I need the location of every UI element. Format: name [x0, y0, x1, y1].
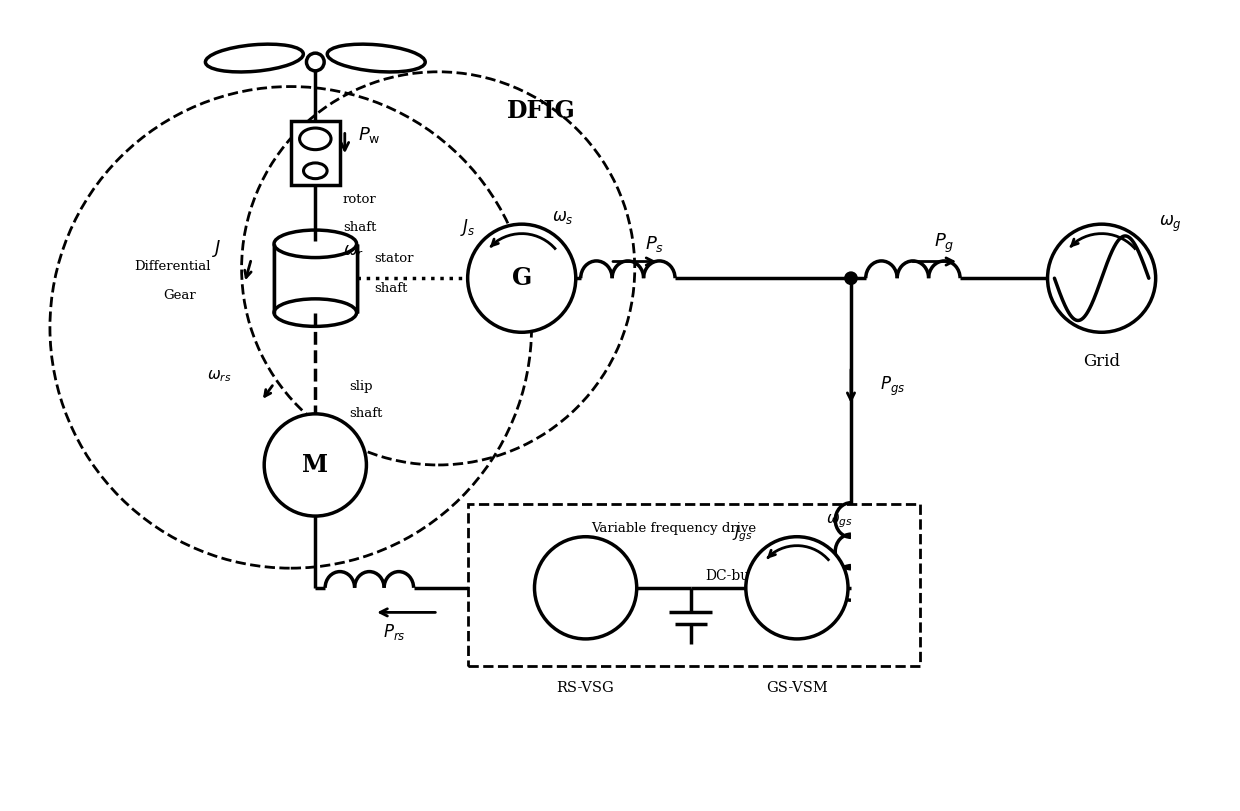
Text: G: G — [575, 576, 595, 600]
Circle shape — [534, 537, 636, 639]
Text: $\omega_g$: $\omega_g$ — [1159, 214, 1182, 234]
Text: $P_{rs}$: $P_{rs}$ — [383, 622, 405, 642]
Text: shaft: shaft — [350, 407, 383, 420]
Text: $P_{\rm w}$: $P_{\rm w}$ — [357, 125, 381, 145]
FancyBboxPatch shape — [467, 504, 920, 667]
Text: DFIG: DFIG — [507, 99, 575, 123]
Text: $\omega_{gs}$: $\omega_{gs}$ — [826, 513, 853, 530]
Circle shape — [467, 224, 575, 333]
Circle shape — [745, 537, 848, 639]
Text: M: M — [303, 453, 329, 477]
Text: Variable frequency drive: Variable frequency drive — [591, 522, 756, 535]
Text: $\omega_r$: $\omega_r$ — [342, 243, 365, 260]
Text: Gear: Gear — [164, 290, 196, 303]
Circle shape — [264, 414, 366, 516]
FancyBboxPatch shape — [290, 121, 340, 185]
Text: shaft: shaft — [342, 221, 376, 234]
Text: Differential: Differential — [135, 260, 211, 273]
Text: G: G — [512, 266, 532, 290]
Text: $\omega_s$: $\omega_s$ — [552, 208, 574, 225]
Circle shape — [306, 54, 324, 71]
Text: $J_{gs}$: $J_{gs}$ — [733, 523, 754, 544]
Text: shaft: shaft — [374, 281, 408, 294]
Text: stator: stator — [374, 252, 414, 265]
Text: $\omega_{rs}$: $\omega_{rs}$ — [207, 369, 231, 384]
Text: $P_g$: $P_g$ — [934, 232, 955, 255]
Text: rotor: rotor — [342, 193, 377, 206]
Text: $P_s$: $P_s$ — [645, 234, 663, 254]
Circle shape — [844, 272, 858, 285]
Text: M: M — [784, 576, 810, 600]
Text: $P_{gs}$: $P_{gs}$ — [880, 375, 905, 398]
Text: slip: slip — [350, 380, 373, 393]
Text: Grid: Grid — [1083, 354, 1120, 371]
Text: $J_s$: $J_s$ — [460, 217, 475, 238]
Text: RS-VSG: RS-VSG — [557, 681, 615, 695]
FancyBboxPatch shape — [274, 244, 357, 312]
Text: $J$: $J$ — [212, 238, 222, 260]
Text: GS-VSM: GS-VSM — [766, 681, 828, 695]
Circle shape — [1048, 224, 1156, 333]
Text: DC-bus: DC-bus — [706, 569, 756, 583]
